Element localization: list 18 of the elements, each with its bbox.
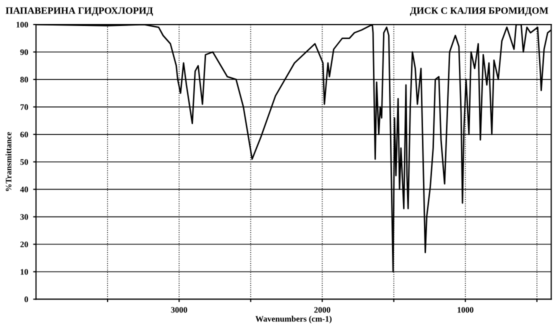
y-tick-label: 10	[20, 269, 28, 275]
y-tick-label: 40	[20, 186, 28, 192]
y-tick-label: 60	[20, 132, 28, 138]
y-tick-label: 90	[20, 49, 28, 55]
x-tick-label: 2000	[314, 307, 330, 313]
y-tick-label: 80	[20, 76, 28, 82]
y-tick-label: 30	[20, 214, 28, 220]
x-tick-label: 3000	[171, 307, 188, 313]
y-tick-label: 100	[16, 22, 28, 28]
y-axis-title: %Transmittance	[6, 132, 12, 192]
y-tick-label: 0	[24, 296, 28, 302]
x-axis-title: Wavenumbers (cm-1)	[255, 316, 332, 324]
y-tick-label: 70	[20, 104, 28, 110]
chart-title: ПАПАВЕРИНА ГИДРОХЛОРИД	[6, 7, 153, 16]
chart-subtitle: ДИСК С КАЛИЯ БРОМИДОМ	[410, 7, 548, 16]
x-tick-label: 1000	[458, 307, 474, 313]
y-tick-label: 50	[20, 159, 28, 165]
y-tick-label: 20	[20, 242, 28, 248]
